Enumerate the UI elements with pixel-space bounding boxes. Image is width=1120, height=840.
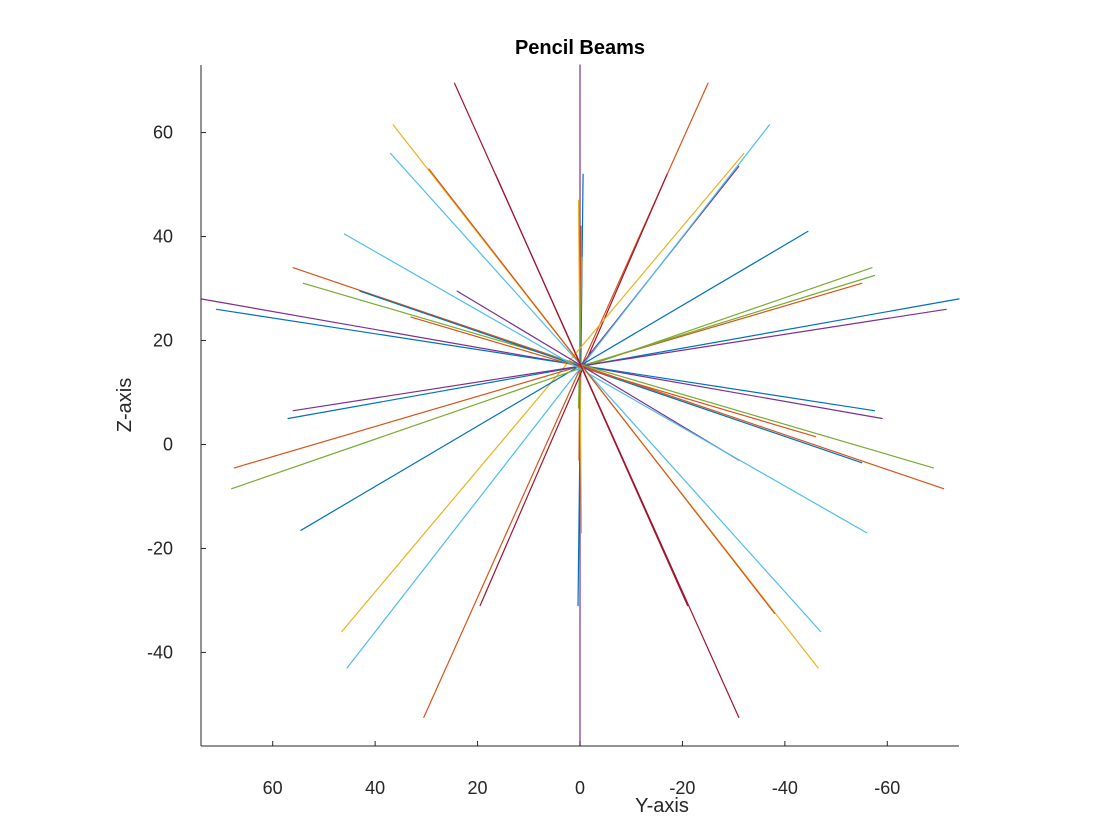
beam-line-23 — [410, 316, 817, 438]
x-tick-label: -40 — [772, 778, 798, 798]
beam-line-14 — [233, 282, 863, 469]
beam-line-25 — [343, 233, 868, 534]
beam-line-19 — [215, 308, 876, 412]
y-tick-label: 60 — [153, 123, 173, 143]
beam-line-8 — [479, 173, 668, 607]
chart-title: Pencil Beams — [515, 37, 645, 59]
beam-line-12 — [300, 230, 809, 531]
beam-line-5 — [577, 256, 583, 409]
beam-line-18 — [200, 298, 883, 420]
x-tick-label: 40 — [365, 778, 385, 798]
y-tick-label: -40 — [147, 642, 173, 662]
beam-line-17 — [292, 308, 947, 412]
x-tick-label: 60 — [263, 778, 283, 798]
y-tick-label: 40 — [153, 227, 173, 247]
axes: 60 40 20 0 -20 -40 -60 60 40 20 0 -20 -40 — [147, 65, 959, 798]
x-tick-label: -20 — [669, 778, 695, 798]
x-axis-label: Y-axis — [635, 795, 689, 817]
x-tick-label: 20 — [468, 778, 488, 798]
beam-line-29 — [494, 173, 689, 607]
beam-line-15 — [579, 274, 876, 368]
beam-line-28 — [428, 168, 776, 615]
y-axis-label: Z-axis — [114, 378, 136, 432]
y-tick-label: -20 — [147, 538, 173, 558]
x-tick-label: -60 — [874, 778, 900, 798]
z-axis-ticks: 60 40 20 0 -20 -40 — [147, 123, 206, 662]
beam-line-10 — [346, 124, 771, 669]
beam-line-24 — [456, 290, 740, 461]
beam-line-11 — [341, 152, 745, 633]
beam-line-16 — [287, 298, 960, 420]
beam-line-21 — [302, 282, 935, 469]
beam-lines — [200, 64, 960, 747]
y-axis-ticks: 60 40 20 0 -20 -40 -60 — [263, 741, 900, 798]
beam-line-26 — [389, 152, 822, 633]
beam-line-22 — [359, 290, 863, 464]
y-tick-label: 0 — [163, 434, 173, 454]
x-tick-label: 0 — [575, 778, 585, 798]
beam-line-13 — [231, 267, 873, 490]
y-tick-label: 20 — [153, 331, 173, 351]
